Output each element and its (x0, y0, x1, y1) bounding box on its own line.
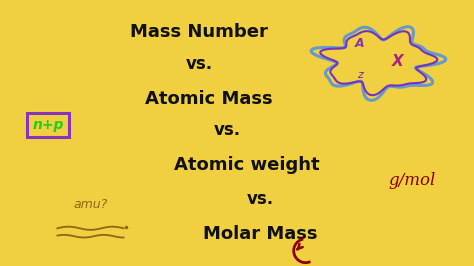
Text: n+p: n+p (32, 118, 64, 132)
Text: vs.: vs. (186, 55, 213, 73)
Text: g/mol: g/mol (388, 172, 436, 189)
Text: vs.: vs. (214, 121, 241, 139)
Text: X: X (392, 54, 403, 69)
Text: Mass Number: Mass Number (130, 23, 268, 41)
Text: Molar Mass: Molar Mass (203, 225, 318, 243)
Text: A: A (355, 36, 365, 49)
Text: vs.: vs. (247, 190, 274, 208)
Text: Atomic Mass: Atomic Mass (145, 90, 273, 108)
Text: z: z (357, 70, 363, 80)
Text: amu?: amu? (73, 198, 108, 211)
Text: Atomic weight: Atomic weight (173, 156, 319, 174)
